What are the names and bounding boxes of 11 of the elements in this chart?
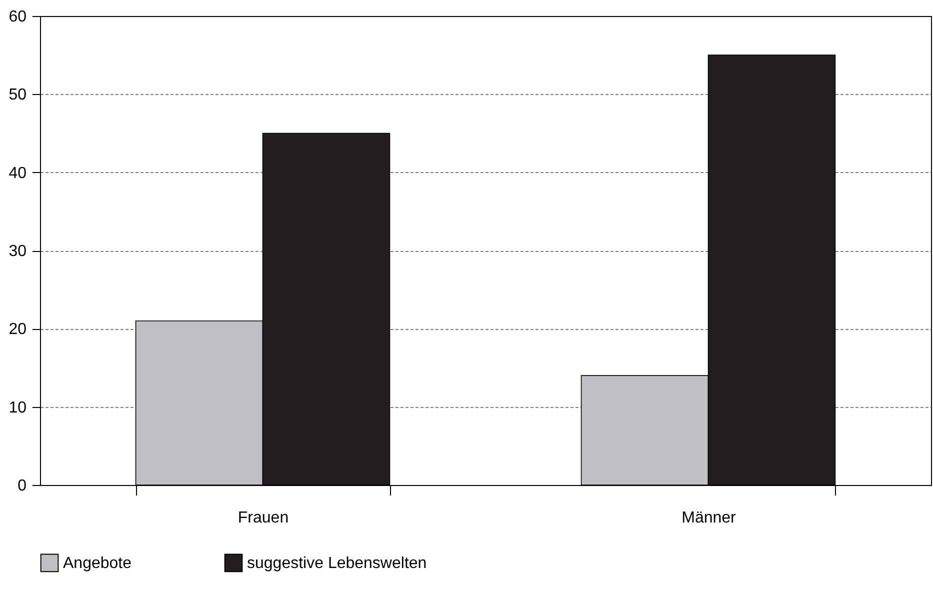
x-tick-label: Frauen (238, 510, 289, 526)
y-tick-label: 60 (8, 8, 27, 26)
y-tick-label: 0 (18, 478, 27, 494)
x-tick-label: Männer (682, 510, 737, 526)
legend-label: Angebote (63, 554, 132, 572)
y-tick-label: 40 (8, 164, 27, 182)
y-tick-label: 10 (8, 399, 27, 416)
y-tick-label: 30 (8, 243, 27, 260)
y-tick-label: 20 (8, 321, 27, 338)
y-tick-label: 50 (8, 86, 27, 104)
legend-label: suggestive Lebenswelten (247, 554, 427, 572)
